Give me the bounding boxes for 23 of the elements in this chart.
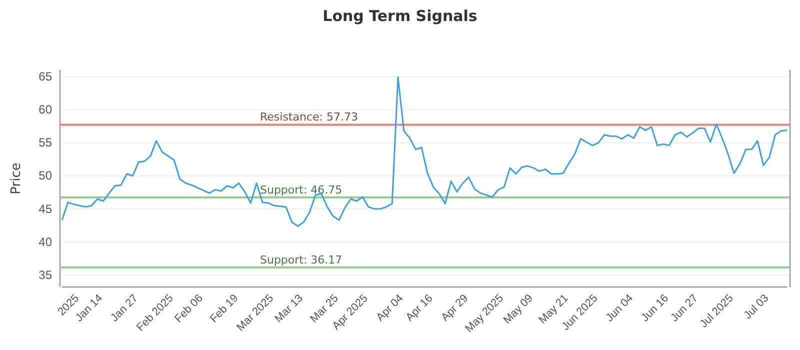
x-tick-label: Apr 04 xyxy=(374,292,406,324)
x-tick-label: Jun 04 xyxy=(604,292,636,324)
ref-line-label: Resistance: 57.73 xyxy=(260,110,358,124)
y-tick-label: 35 xyxy=(38,268,52,282)
x-tick-label: May 09 xyxy=(501,292,536,326)
chart-title: Long Term Signals xyxy=(322,7,478,25)
x-tick-label: Apr 16 xyxy=(404,292,436,324)
x-tick-label: Jun 16 xyxy=(639,292,671,324)
y-tick-label: 50 xyxy=(38,168,52,183)
x-tick-label: Mar 13 xyxy=(272,292,306,326)
y-tick-label: 65 xyxy=(38,69,52,84)
x-tick-label: Jun 27 xyxy=(668,292,700,324)
x-tick-label: Feb 06 xyxy=(172,292,206,326)
y-tick-label: 45 xyxy=(38,202,52,216)
ref-line-label: Support: 36.17 xyxy=(260,253,342,266)
line-series xyxy=(61,76,788,227)
x-tick-label: Feb 19 xyxy=(208,292,241,326)
y-tick-label: 60 xyxy=(38,102,52,117)
y-axis-title: Price xyxy=(9,162,24,194)
y-tick-label: 55 xyxy=(38,136,52,150)
ref-line-label: Support: 46.75 xyxy=(260,183,342,196)
x-tick-label: Jul 03 xyxy=(742,292,772,322)
y-tick-label: 40 xyxy=(38,234,52,249)
